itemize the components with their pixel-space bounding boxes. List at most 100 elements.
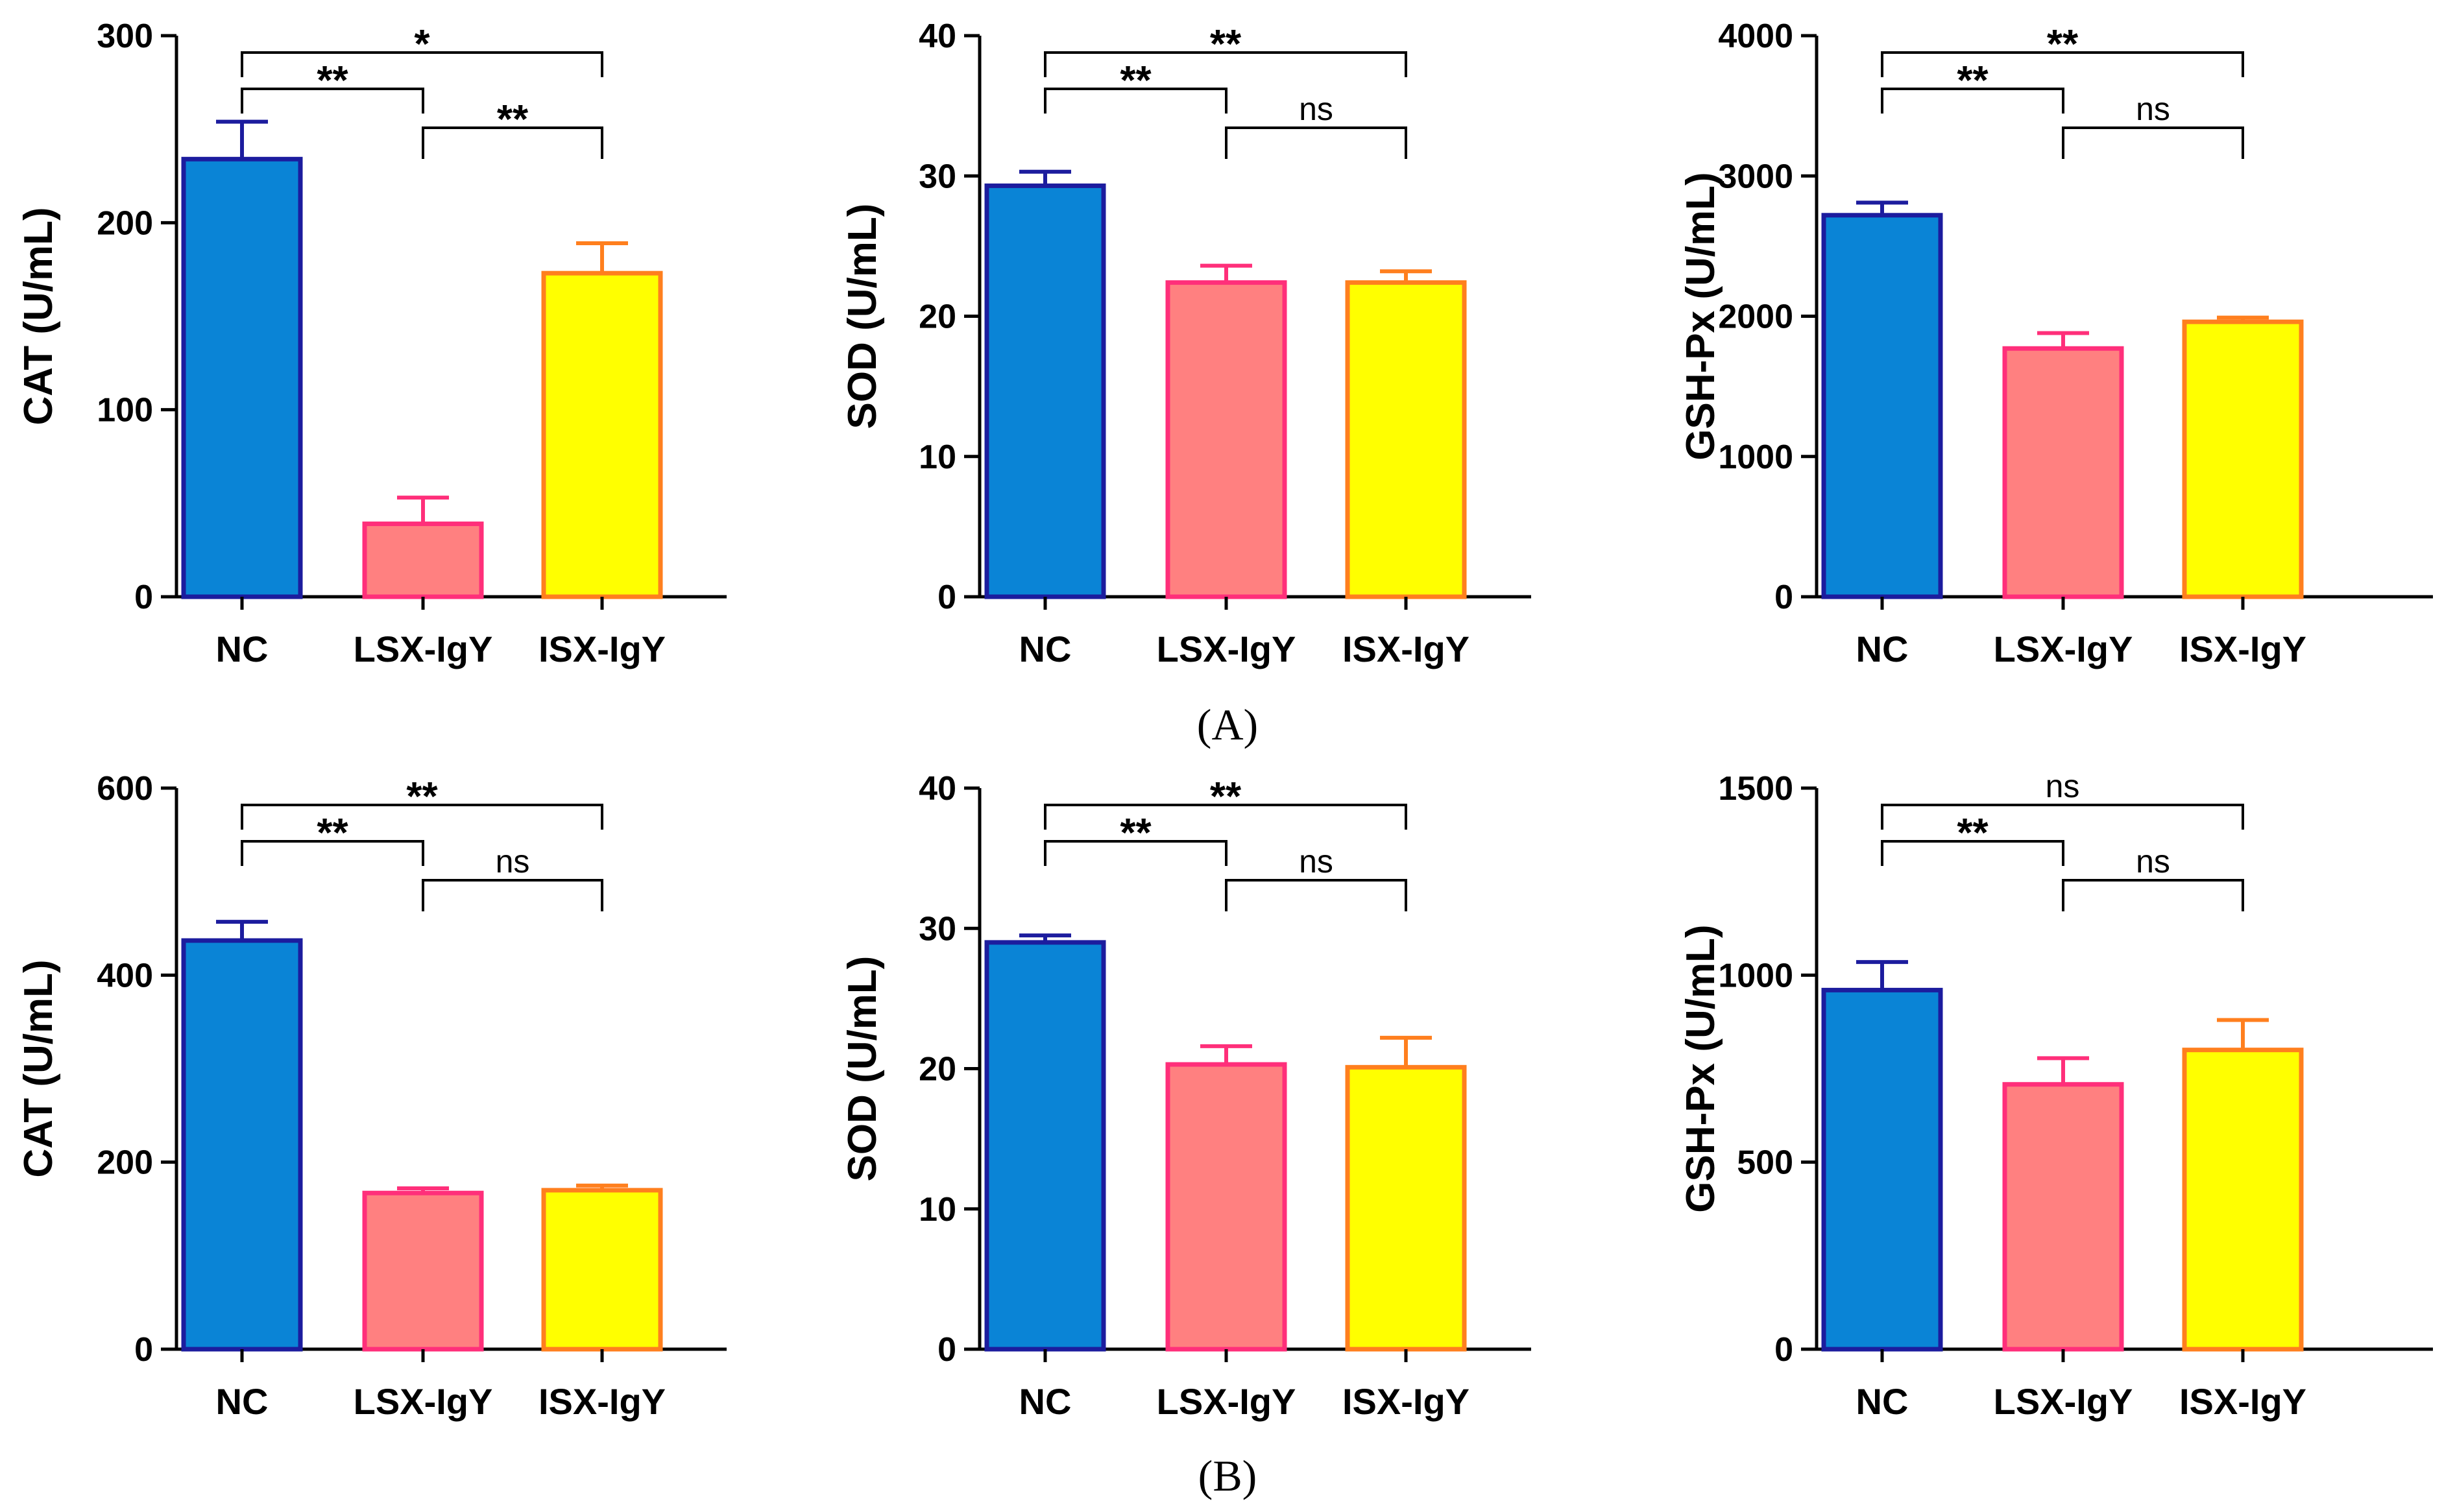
significance-label: **	[2047, 22, 2079, 67]
bar-isx-igy	[541, 1188, 663, 1352]
x-tick-label: LSX-IgY	[1157, 629, 1296, 669]
chart-b-2: 0 10 20 30 40 SOD (U/mL) NC LSX-IgY ISX-IgY ** ns *…	[840, 770, 1531, 1422]
y-axis-label: GSH-Px (U/mL)	[1678, 172, 1723, 460]
significance-label: ns	[1299, 91, 1333, 127]
y-tick-label: 4000	[1718, 18, 1793, 55]
y-tick-label: 0	[1774, 579, 1793, 616]
significance-label: **	[1120, 58, 1152, 103]
significance-label: ns	[496, 843, 530, 880]
significance-label: **	[317, 811, 348, 856]
y-tick-label: 10	[919, 438, 956, 476]
significance-bracket	[241, 840, 424, 866]
significance-label: **	[1957, 58, 1989, 103]
significance-bracket	[1881, 51, 2244, 77]
chart-b-3: 0 500 1000 1500 GSH-Px (U/mL) NC LSX-IgY ISX-Ig…	[1678, 768, 2433, 1422]
bar-lsx-igy	[1165, 1062, 1287, 1352]
y-tick-label: 100	[97, 392, 153, 429]
significance-label: *	[414, 22, 430, 67]
y-tick-label: 3000	[1718, 158, 1793, 195]
y-tick-label: 1000	[1718, 438, 1793, 476]
y-axis-label: SOD (U/mL)	[840, 204, 885, 429]
bar-lsx-igy	[2002, 1082, 2124, 1352]
significance-label: ns	[1299, 843, 1333, 880]
y-tick-label: 30	[919, 910, 956, 948]
significance-bracket	[1044, 804, 1407, 830]
bar-isx-igy	[1345, 280, 1467, 599]
y-tick-label: 40	[919, 770, 956, 808]
x-tick-label: ISX-IgY	[1342, 629, 1469, 669]
x-tick-label: LSX-IgY	[354, 1381, 493, 1422]
panel-label-a: (A)	[1197, 700, 1258, 749]
y-tick-label: 20	[919, 298, 956, 336]
significance-bracket	[241, 51, 603, 77]
y-tick-label: 400	[97, 957, 153, 994]
bar-lsx-igy	[362, 522, 484, 599]
bar-lsx-igy	[2002, 346, 2124, 599]
x-tick-label: ISX-IgY	[538, 1381, 666, 1422]
x-tick-label: ISX-IgY	[2179, 629, 2306, 669]
bar-isx-igy	[541, 270, 663, 599]
y-axis-label: CAT (U/mL)	[16, 959, 61, 1177]
significance-bracket	[1044, 51, 1407, 77]
bar-isx-igy	[1345, 1064, 1467, 1352]
significance-bracket	[241, 88, 424, 114]
x-tick-label: ISX-IgY	[1342, 1381, 1469, 1422]
x-tick-label: LSX-IgY	[354, 629, 493, 669]
significance-label: ns	[2136, 91, 2170, 127]
bar-nc	[1821, 213, 1943, 599]
x-tick-label: LSX-IgY	[1994, 1381, 2133, 1422]
bar-nc	[984, 183, 1106, 599]
significance-label: ns	[2046, 768, 2080, 804]
significance-label: **	[497, 97, 529, 142]
bar-nc	[181, 938, 303, 1352]
panel-label-b: (B)	[1198, 1451, 1257, 1500]
significance-label: ns	[2136, 843, 2170, 880]
bar-isx-igy	[2182, 1048, 2304, 1352]
significance-bracket	[1881, 804, 2244, 830]
y-tick-label: 10	[919, 1191, 956, 1229]
y-tick-label: 20	[919, 1051, 956, 1088]
y-tick-label: 0	[1774, 1331, 1793, 1369]
y-tick-label: 0	[937, 1331, 956, 1369]
x-tick-label: ISX-IgY	[538, 629, 666, 669]
y-tick-label: 2000	[1718, 298, 1793, 336]
x-tick-label: ISX-IgY	[2179, 1381, 2306, 1422]
bar-lsx-igy	[362, 1190, 484, 1352]
chart-b-1: 0 200 400 600 CAT (U/mL) NC LSX-IgY ISX-IgY ** ns…	[16, 770, 727, 1422]
y-tick-label: 200	[97, 1144, 153, 1182]
x-tick-label: NC	[1856, 629, 1909, 669]
y-axis-label: SOD (U/mL)	[840, 956, 885, 1182]
significance-bracket	[1225, 879, 1407, 911]
y-tick-label: 30	[919, 158, 956, 195]
y-tick-label: 0	[937, 579, 956, 616]
y-tick-label: 300	[97, 18, 153, 55]
y-tick-label: 500	[1737, 1144, 1793, 1182]
significance-label: **	[406, 774, 438, 819]
x-tick-label: NC	[216, 1381, 269, 1422]
significance-bracket	[1881, 88, 2064, 114]
y-tick-label: 200	[97, 204, 153, 242]
significance-bracket	[1225, 126, 1407, 159]
x-tick-label: NC	[1019, 1381, 1072, 1422]
significance-bracket	[1044, 840, 1228, 866]
y-tick-label: 1000	[1718, 957, 1793, 994]
y-tick-label: 0	[134, 1331, 153, 1369]
bar-nc	[181, 156, 303, 599]
significance-bracket	[2062, 879, 2244, 911]
bar-lsx-igy	[1165, 280, 1287, 599]
significance-bracket	[241, 804, 603, 830]
chart-a-2: 0 10 20 30 40 SOD (U/mL) NC LSX-IgY ISX-IgY ** ns *…	[840, 18, 1531, 669]
significance-label: **	[1120, 811, 1152, 856]
significance-bracket	[2062, 126, 2244, 159]
significance-bracket	[1881, 840, 2064, 866]
x-tick-label: NC	[1856, 1381, 1909, 1422]
y-tick-label: 1500	[1718, 770, 1793, 808]
significance-label: **	[1210, 774, 1242, 819]
x-tick-label: LSX-IgY	[1994, 629, 2133, 669]
bar-isx-igy	[2182, 319, 2304, 599]
bar-nc	[1821, 987, 1943, 1352]
significance-label: **	[1957, 811, 1989, 856]
